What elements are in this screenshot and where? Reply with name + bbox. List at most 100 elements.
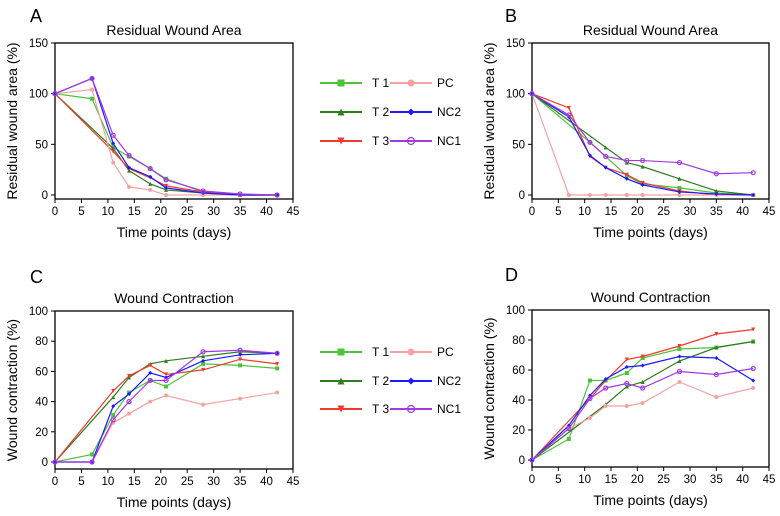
series-t2 [53, 349, 280, 464]
x-tick-label: 30 [207, 206, 220, 218]
circle-marker [751, 386, 756, 390]
legend-entry-t2: T 2 [320, 105, 389, 119]
series-pc [530, 380, 756, 462]
open-circle-marker [147, 166, 153, 172]
triangle-marker [677, 359, 682, 363]
chart-title: Residual Wound Area [583, 22, 718, 38]
y-tick-label: 80 [512, 335, 525, 347]
triangle-marker [201, 354, 206, 359]
x-tick-label: 40 [260, 476, 273, 488]
triangle-down-marker [275, 361, 280, 366]
series-line [531, 93, 754, 175]
series-line [531, 93, 754, 196]
diamond-marker [677, 189, 682, 194]
x-tick-label: 10 [578, 206, 591, 218]
circle-marker [677, 380, 682, 384]
x-tick-label: 0 [529, 206, 535, 218]
series-line [531, 93, 754, 196]
plot-frame [54, 42, 294, 200]
square-marker [238, 363, 243, 368]
series-t3 [53, 357, 280, 464]
square-marker [164, 384, 169, 389]
y-tick-label: 0 [42, 190, 48, 202]
circle-marker [238, 396, 243, 401]
open-circle-marker [406, 404, 416, 414]
legend-entry-nc2: NC2 [390, 374, 461, 388]
open-circle-marker [147, 377, 153, 384]
panel-A: A Residual Wound Area 0 5 10 15 20 25 30 35 40 45 0 5… [4, 6, 299, 240]
open-circle-marker [163, 177, 169, 183]
open-circle-marker [566, 112, 572, 118]
legend-label: T 3 [372, 402, 389, 416]
x-tick-label: 0 [52, 206, 58, 218]
circle-marker [603, 193, 608, 197]
circle-marker [201, 193, 206, 197]
y-tick-label: 150 [29, 38, 48, 50]
legend-entry-nc1: NC1 [390, 134, 461, 148]
y-tick-label: 50 [512, 139, 525, 151]
series-line [55, 391, 278, 463]
series-line [54, 358, 278, 463]
diamond-marker [751, 193, 756, 197]
x-tick-label: 0 [529, 474, 535, 486]
open-circle-marker [639, 157, 646, 164]
open-circle-marker [566, 425, 572, 432]
triangle-marker [640, 380, 645, 384]
square-marker [337, 79, 345, 87]
circle-marker [624, 404, 629, 408]
diamond-marker [201, 358, 206, 363]
x-tick-label: 45 [763, 474, 776, 486]
circle-marker [127, 184, 132, 189]
x-tick-label: 5 [555, 206, 561, 218]
legend-entry-t2: T 2 [320, 374, 389, 388]
series-line [54, 77, 278, 196]
circle-marker [148, 399, 153, 404]
panel-letter: D [505, 265, 518, 285]
y-tick-label: 50 [35, 139, 48, 151]
series-line [531, 367, 754, 461]
x-tick-label: 25 [657, 474, 670, 486]
x-axis-label: Time points (days) [117, 494, 232, 510]
open-circle-marker [624, 380, 630, 387]
legend-label: NC2 [437, 105, 461, 119]
y-axis-label: Residual wound area (%) [481, 42, 497, 199]
circle-marker [407, 348, 415, 356]
x-tick-label: 25 [181, 476, 194, 488]
open-circle-marker [587, 395, 593, 402]
x-tick-label: 35 [710, 206, 723, 218]
plot-frame [531, 42, 770, 200]
circle-marker [164, 393, 169, 398]
circle-marker [714, 395, 719, 399]
open-circle-marker [676, 159, 683, 166]
legend-label: T 1 [372, 345, 389, 359]
triangle-marker [714, 188, 719, 193]
x-tick-label: 15 [605, 474, 618, 486]
x-tick-label: 20 [154, 476, 167, 488]
plot-frame [531, 309, 770, 468]
triangle-marker [164, 358, 169, 363]
panel-B: B Residual Wound Area 0 5 10 15 20 25 30 35 40 45 0 5… [481, 6, 775, 240]
series-line [531, 93, 754, 196]
triangle-down-marker [164, 183, 169, 188]
x-tick-label: 20 [154, 206, 167, 218]
chart-title: Wound Contraction [114, 290, 234, 306]
series-nc2 [53, 351, 280, 464]
panel-C: C Wound Contraction 0 5 10 15 20 25 30 35 40 45 0 20 4… [4, 267, 299, 510]
series-line [531, 328, 754, 461]
diamond-marker [111, 404, 116, 409]
legend-label: T 3 [372, 134, 389, 148]
open-circle-marker [200, 349, 206, 355]
square-marker [201, 361, 206, 366]
legend: T 1 T 2 T 3 PC NC2 NC1 [320, 345, 461, 416]
diamond-marker [714, 191, 719, 196]
series-nc1 [529, 91, 756, 177]
open-circle-marker [274, 350, 280, 356]
x-tick-label: 40 [260, 206, 273, 218]
series-nc2 [530, 91, 756, 197]
circle-marker [90, 87, 95, 92]
open-circle-marker [529, 457, 535, 463]
legend-entry-t3: T 3 [320, 134, 389, 148]
open-circle-marker [406, 136, 416, 146]
triangle-down-marker [337, 137, 345, 145]
plot-frame [54, 310, 294, 470]
